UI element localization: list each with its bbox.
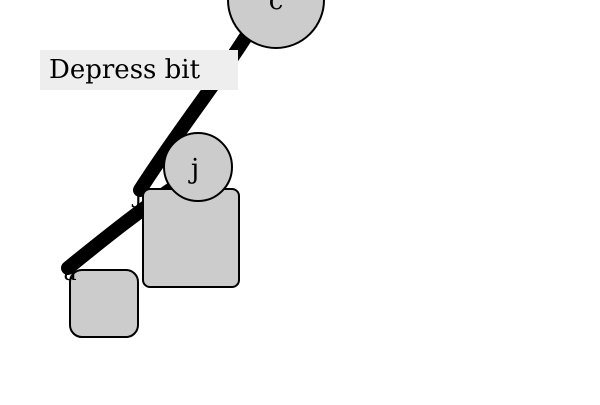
node-c-label: c [269,0,284,16]
endpoint-label-j: J [132,184,143,209]
box-small[interactable] [69,269,139,338]
node-c[interactable] [227,0,325,49]
node-j-label: j [188,154,199,185]
box-large[interactable] [142,188,240,288]
edge-label: Depress bit [49,55,201,85]
endpoint-label-a: a [63,261,76,286]
node-j[interactable] [163,132,233,202]
edge-label-background [40,50,238,90]
